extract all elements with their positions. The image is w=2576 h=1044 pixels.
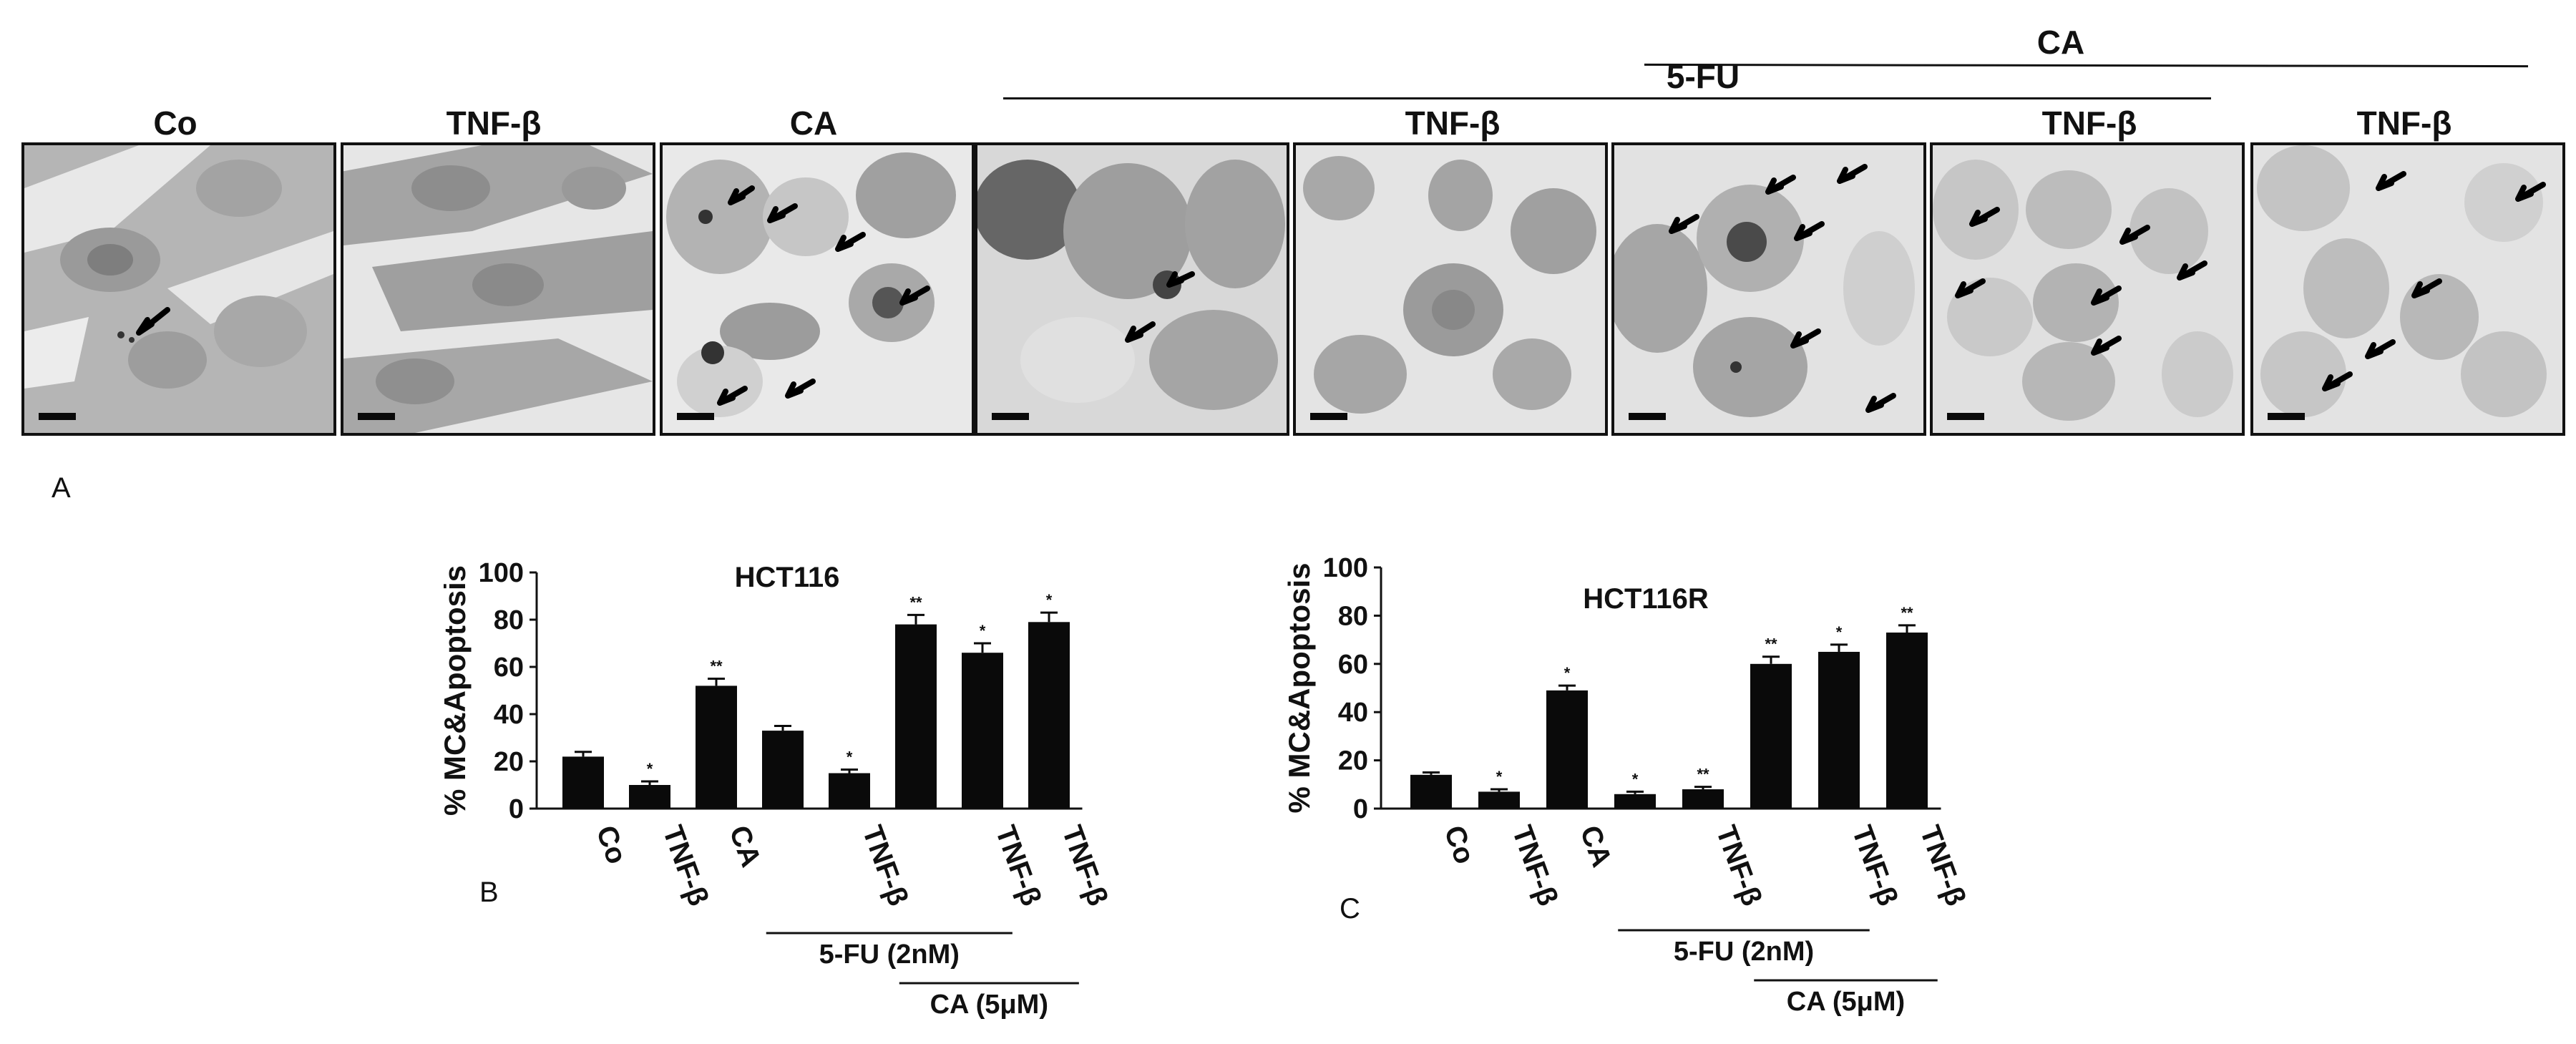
y-tick-label: 80: [1338, 601, 1368, 631]
chart-title: HCT116R: [1583, 583, 1709, 615]
group-label-ca: CA: [2036, 24, 2085, 61]
group-line-ca: [1644, 63, 2529, 68]
scale-bar: [1629, 413, 1666, 420]
figure-letter-c: C: [1340, 893, 1360, 925]
micrograph-ca-tnf: [2250, 142, 2565, 436]
bar: [762, 731, 804, 809]
y-tick-label: 60: [494, 653, 524, 683]
significance-marker: *: [847, 748, 853, 766]
micrograph-5fu-ca: [1611, 142, 1926, 436]
significance-marker: **: [1901, 604, 1913, 622]
significance-marker: *: [1564, 664, 1571, 682]
bar: [962, 653, 1003, 809]
x-tick-label: CA: [723, 821, 767, 871]
bar: [1478, 791, 1520, 809]
significance-marker: *: [980, 622, 986, 640]
scale-bar: [992, 413, 1029, 420]
panel-label-tnf-3: TNF-β: [2041, 104, 2137, 142]
bar-chart-hct116: 0 20 40 60 80 100% MC&Apoptosis HCT116 Co * TNF-β…: [444, 558, 1114, 1020]
scale-bar: [39, 413, 76, 420]
significance-marker: **: [1697, 766, 1709, 784]
group-label: 5-FU (2nM): [1674, 937, 1814, 967]
figure-letter-b: B: [479, 877, 499, 908]
micrograph-5fu: [975, 142, 1289, 436]
bar: [1410, 774, 1452, 809]
significance-marker: **: [1765, 635, 1777, 653]
y-tick-label: 40: [494, 700, 524, 730]
panel-label-tnf-1: TNF-β: [446, 104, 542, 142]
x-tick-label: TNF-β: [1846, 821, 1904, 910]
figure-letter-a: A: [52, 472, 71, 504]
y-tick-label: 40: [1338, 698, 1368, 728]
x-tick-label: TNF-β: [857, 821, 914, 910]
micrograph-5fu-ca-tnf: [1930, 142, 2245, 436]
bar: [562, 756, 604, 809]
scale-bar: [358, 413, 395, 420]
significance-marker: **: [710, 658, 723, 675]
bar: [1614, 794, 1656, 809]
x-tick-label: TNF-β: [1506, 821, 1564, 910]
panel-label-co: Co: [153, 104, 197, 142]
y-axis-label: % MC&Apoptosis: [444, 565, 472, 816]
micrograph-co: [21, 142, 336, 436]
significance-marker: *: [1496, 768, 1503, 786]
scale-bar: [2268, 413, 2305, 420]
x-tick-label: TNF-β: [657, 821, 715, 910]
significance-marker: **: [909, 593, 922, 611]
micrograph-5fu-tnf: [1293, 142, 1608, 436]
significance-marker: *: [1632, 770, 1639, 788]
x-tick-label: CA: [1574, 821, 1618, 871]
bar: [1750, 663, 1792, 809]
x-tick-label: TNF-β: [1056, 821, 1114, 910]
bar: [1546, 690, 1588, 809]
scale-bar: [1947, 413, 1984, 420]
y-tick-label: 80: [494, 605, 524, 635]
group-label: CA (5μM): [930, 990, 1048, 1020]
group-label: CA (5μM): [1787, 987, 1905, 1017]
significance-marker: *: [647, 760, 653, 778]
bar-chart-hct116r: 0 20 40 60 80 100% MC&Apoptosis HCT116R Co * TNF-…: [1282, 553, 1972, 1017]
x-tick-label: Co: [590, 821, 633, 868]
bar: [1682, 789, 1724, 809]
bar: [1818, 651, 1860, 809]
y-axis-label: % MC&Apoptosis: [1282, 563, 1316, 814]
bar: [1028, 622, 1070, 809]
x-tick-label: TNF-β: [1710, 821, 1768, 910]
scale-bar: [677, 413, 714, 420]
group-line-5fu: [1003, 97, 2211, 99]
y-tick-label: 100: [479, 558, 524, 588]
bar: [895, 624, 937, 809]
y-tick-label: 60: [1338, 650, 1368, 680]
significance-marker: *: [1836, 623, 1843, 641]
y-tick-label: 100: [1323, 553, 1368, 583]
chart-title: HCT116: [735, 562, 840, 593]
panel-label-tnf-4: TNF-β: [2356, 104, 2452, 142]
scale-bar: [1310, 413, 1347, 420]
x-tick-label: TNF-β: [990, 821, 1048, 910]
panel-label-ca: CA: [789, 104, 838, 142]
panel-label-tnf-2: TNF-β: [1405, 104, 1501, 142]
bar: [1886, 632, 1928, 809]
micrograph-tnf: [341, 142, 655, 436]
group-label: 5-FU (2nM): [819, 940, 960, 970]
x-tick-label: Co: [1438, 821, 1481, 868]
y-tick-label: 0: [1353, 794, 1368, 824]
significance-marker: *: [1046, 591, 1053, 609]
bar: [829, 773, 870, 809]
bar: [696, 686, 737, 809]
x-tick-label: TNF-β: [1914, 821, 1972, 910]
micrograph-ca: [660, 142, 975, 436]
bar: [629, 785, 670, 809]
y-tick-label: 20: [1338, 746, 1368, 776]
group-label-5fu: 5-FU: [1666, 58, 1740, 95]
y-tick-label: 0: [509, 794, 524, 824]
y-tick-label: 20: [494, 747, 524, 777]
